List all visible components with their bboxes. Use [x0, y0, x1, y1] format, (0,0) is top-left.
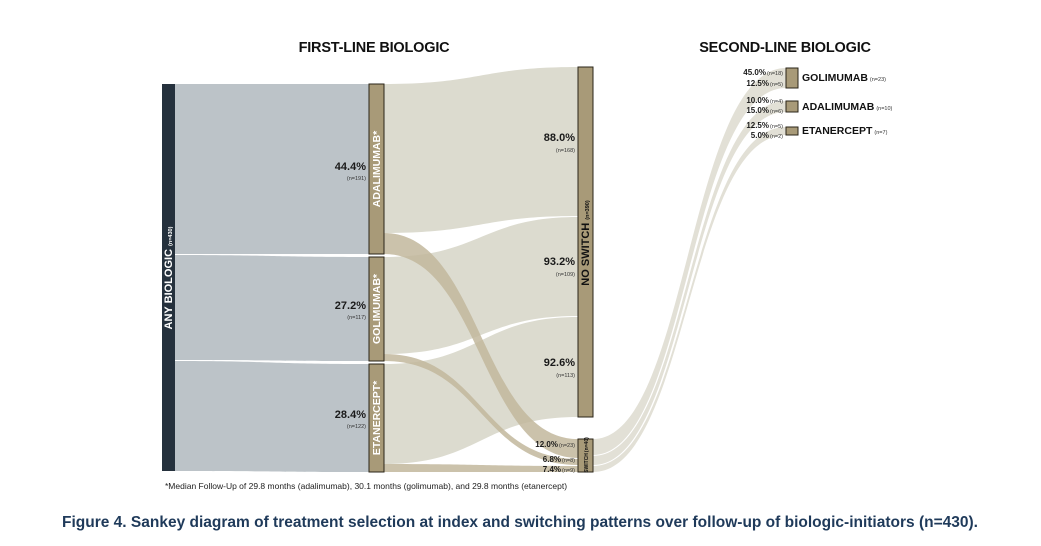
- node-any-biologic: [162, 84, 175, 471]
- switch-pct-adalimumab-row: 12.0%(n=23): [535, 440, 575, 449]
- header-second-line: SECOND-LINE BIOLOGIC: [699, 40, 871, 56]
- second-pct-4-value: 12.5%: [746, 121, 769, 130]
- switch-pct-adalimumab: 12.0%: [535, 440, 558, 449]
- no-switch-count-golimumab: (n=109): [556, 272, 575, 278]
- node-etanercept: [368, 363, 385, 473]
- second-pct-5-value: 5.0%: [751, 131, 769, 140]
- figure-caption: Figure 4. Sankey diagram of treatment se…: [62, 514, 978, 531]
- second-pct-2: 10.0%(n=4): [746, 96, 783, 105]
- node-no-switch: [577, 66, 594, 418]
- no-switch-pct-golimumab: 93.2%: [544, 256, 575, 268]
- switch-label: SWITCH: [584, 453, 590, 473]
- flow-adalimumab-to-no-switch: [384, 67, 578, 233]
- flow-switch-to-etanercept: [593, 127, 786, 472]
- second-golimumab-count: (n=23): [870, 77, 886, 83]
- second-pct-1-count: (n=5): [770, 82, 783, 88]
- second-golimumab-label: GOLIMUMAB: [802, 72, 868, 84]
- second-pct-0-count: (n=18): [767, 71, 783, 77]
- first-line-count-golimumab: (n=117): [347, 315, 366, 321]
- flows-switch-to-second-line: [593, 68, 786, 472]
- switch-pct-etanercept-row: 7.4%(n=9): [543, 465, 575, 474]
- node-second-adalimumab: [785, 100, 799, 113]
- switch-count-golimumab: (n=8): [562, 458, 575, 464]
- first-line-pct-etanercept: 28.4%: [335, 409, 366, 421]
- flow-switch-to-adalimumab: [593, 101, 786, 465]
- second-pct-4-count: (n=5): [770, 124, 783, 130]
- switch-count-etanercept: (n=9): [562, 468, 575, 474]
- second-adalimumab-count: (n=10): [876, 106, 892, 112]
- switch-count-adalimumab: (n=23): [559, 443, 575, 449]
- first-line-count-adalimumab: (n=191): [347, 176, 366, 182]
- flow-adalimumab-to-switch: [384, 233, 578, 458]
- node-second-etanercept: [785, 126, 799, 136]
- first-line-count-etanercept: (n=122): [347, 424, 366, 430]
- any-biologic-count: (n=430): [168, 226, 174, 246]
- no-switch-pct-etanercept: 92.6%: [544, 357, 575, 369]
- flow-any-to-adalimumab: [175, 84, 369, 254]
- no-switch-count-etanercept: (n=113): [556, 373, 575, 379]
- footnote: *Median Follow-Up of 29.8 months (adalim…: [165, 481, 567, 491]
- second-pct-1-value: 12.5%: [746, 79, 769, 88]
- flow-any-to-golimumab: [175, 255, 369, 361]
- node-adalimumab-label: ADALIMUMAB*: [371, 130, 383, 207]
- flows-first-line-to-no-switch: [384, 67, 578, 464]
- node-golimumab-label: GOLIMUMAB*: [371, 273, 383, 344]
- node-switch: [577, 438, 594, 473]
- node-any-biologic-label: ANY BIOLOGIC (n=430): [163, 226, 175, 329]
- header-first-line: FIRST-LINE BIOLOGIC: [299, 40, 451, 56]
- switch-pct-golimumab: 6.8%: [543, 455, 561, 464]
- second-pct-2-count: (n=4): [770, 99, 783, 105]
- first-line-pct-golimumab: 27.2%: [335, 300, 366, 312]
- switch-pct-golimumab-row: 6.8%(n=8): [543, 455, 575, 464]
- flows-first-line-to-switch: [384, 233, 578, 472]
- second-pct-3-count: (n=6): [770, 109, 783, 115]
- second-golimumab-text: GOLIMUMAB (n=23): [802, 72, 886, 84]
- no-switch-count-adalimumab: (n=168): [556, 148, 575, 154]
- node-golimumab: [368, 256, 385, 362]
- switch-pct-etanercept: 7.4%: [543, 465, 561, 474]
- no-switch-label: NO SWITCH: [580, 223, 592, 286]
- no-switch-count: (n=390): [585, 200, 591, 220]
- flow-switch-to-golimumab: [593, 68, 786, 455]
- second-etanercept-text: ETANERCEPT (n=7): [802, 125, 888, 137]
- node-second-golimumab: [785, 67, 799, 89]
- flow-golimumab-to-switch: [384, 354, 578, 465]
- second-pct-5-count: (n=2): [770, 134, 783, 140]
- second-pct-3-value: 15.0%: [746, 106, 769, 115]
- flow-golimumab-to-no-switch: [384, 217, 578, 354]
- second-etanercept-label: ETANERCEPT: [802, 125, 873, 137]
- second-pct-0-value: 45.0%: [743, 68, 766, 77]
- second-pct-1: 12.5%(n=5): [746, 79, 783, 88]
- node-switch-label: SWITCH(n=40): [584, 437, 590, 473]
- second-pct-4: 12.5%(n=5): [746, 121, 783, 130]
- flow-any-to-etanercept: [175, 361, 369, 472]
- second-adalimumab-label: ADALIMUMAB: [802, 101, 875, 113]
- second-pct-3: 15.0%(n=6): [746, 106, 783, 115]
- first-line-pct-adalimumab: 44.4%: [335, 161, 366, 173]
- second-pct-5: 5.0%(n=2): [751, 131, 783, 140]
- any-biologic-label: ANY BIOLOGIC: [163, 249, 175, 330]
- switch-count: (n=40): [584, 437, 590, 452]
- second-etanercept-count: (n=7): [874, 130, 887, 136]
- second-pct-2-value: 10.0%: [746, 96, 769, 105]
- no-switch-pct-adalimumab: 88.0%: [544, 132, 575, 144]
- flows-any-to-first-line: [175, 84, 369, 472]
- second-adalimumab-text: ADALIMUMAB (n=10): [802, 101, 893, 113]
- second-pct-0: 45.0%(n=18): [743, 68, 783, 77]
- flow-etanercept-to-no-switch: [384, 317, 578, 464]
- node-etanercept-label: ETANERCEPT*: [371, 380, 383, 455]
- node-adalimumab: [368, 83, 385, 255]
- node-no-switch-label: NO SWITCH (n=390): [580, 200, 592, 286]
- flow-etanercept-to-switch: [384, 464, 578, 472]
